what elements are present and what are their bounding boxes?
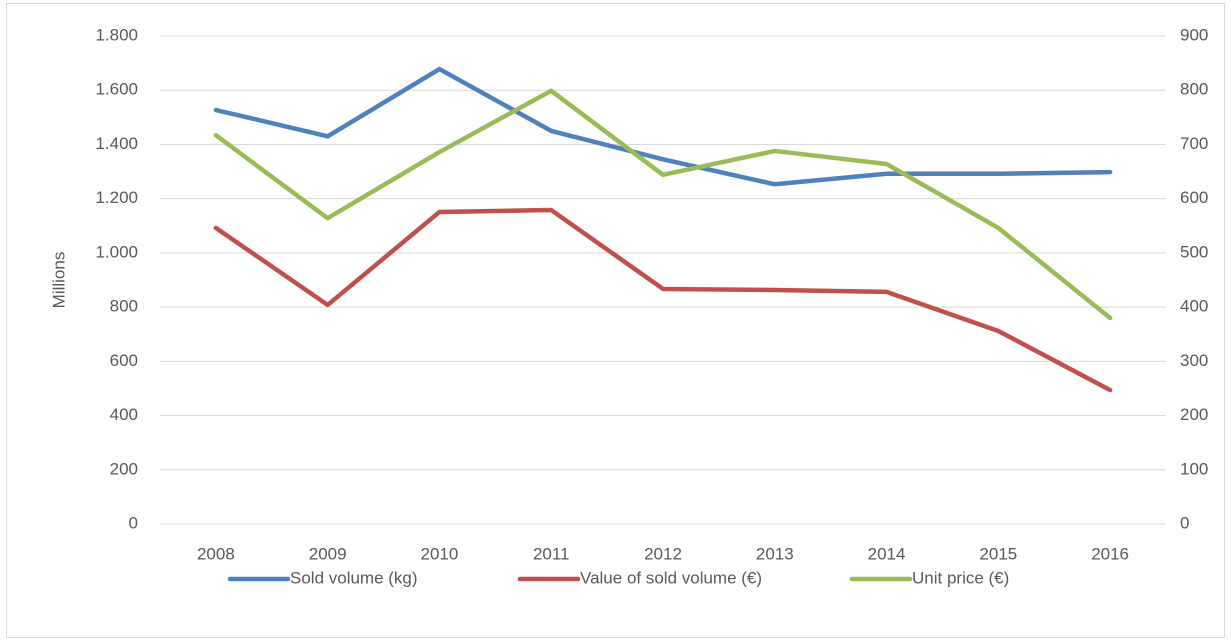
y2-tick-label: 600 [1180, 188, 1208, 207]
series-line [213, 66, 1113, 187]
x-tick-label: 2011 [533, 544, 570, 563]
x-tick-label: 2010 [421, 544, 459, 563]
series-line [213, 88, 1113, 321]
y-tick-label: 600 [110, 351, 138, 370]
chart-border [6, 3, 1225, 638]
x-tick-label: 2013 [756, 544, 794, 563]
y-tick-label: 200 [110, 459, 138, 478]
y-tick-label: 1.800 [95, 25, 138, 44]
x-tick-label: 2016 [1091, 544, 1129, 563]
y2-tick-label: 400 [1180, 297, 1208, 316]
y2-tick-label: 800 [1180, 80, 1208, 99]
y-tick-label: 1.400 [95, 134, 138, 153]
y2-tick-label: 100 [1180, 459, 1208, 478]
y-tick-label: 1.600 [95, 80, 138, 99]
x-tick-label: 2015 [979, 544, 1017, 563]
x-tick-label: 2014 [868, 544, 906, 563]
x-tick-label: 2009 [309, 544, 347, 563]
y2-tick-label: 0 [1180, 513, 1189, 532]
y-tick-label: 1.000 [95, 242, 138, 261]
x-tick-label: 2012 [644, 544, 682, 563]
y-tick-label: 800 [110, 297, 138, 316]
x-tick-label: 2008 [197, 544, 235, 563]
legend-label: Unit price (€) [912, 568, 1009, 587]
y-tick-label: 0 [129, 513, 138, 532]
y2-tick-label: 300 [1180, 351, 1208, 370]
legend-label: Sold volume (kg) [290, 568, 418, 587]
legend-label: Value of sold volume (€) [580, 568, 762, 587]
y2-tick-label: 900 [1180, 25, 1208, 44]
y2-tick-label: 200 [1180, 405, 1208, 424]
series-line [213, 207, 1113, 393]
y2-tick-label: 700 [1180, 134, 1208, 153]
y-axis-title: Millions [49, 252, 68, 309]
y2-tick-label: 500 [1180, 242, 1208, 261]
y-tick-label: 1.200 [95, 188, 138, 207]
y-tick-label: 400 [110, 405, 138, 424]
